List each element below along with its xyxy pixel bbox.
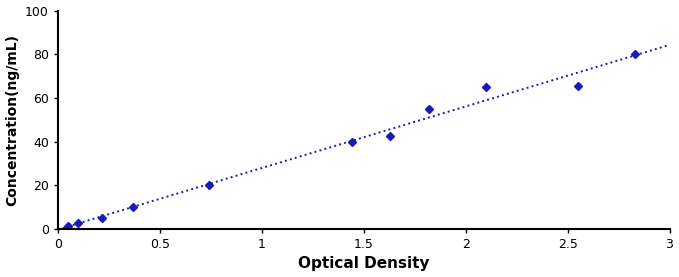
Y-axis label: Concentration(ng/mL): Concentration(ng/mL): [5, 34, 20, 206]
X-axis label: Optical Density: Optical Density: [298, 257, 430, 271]
